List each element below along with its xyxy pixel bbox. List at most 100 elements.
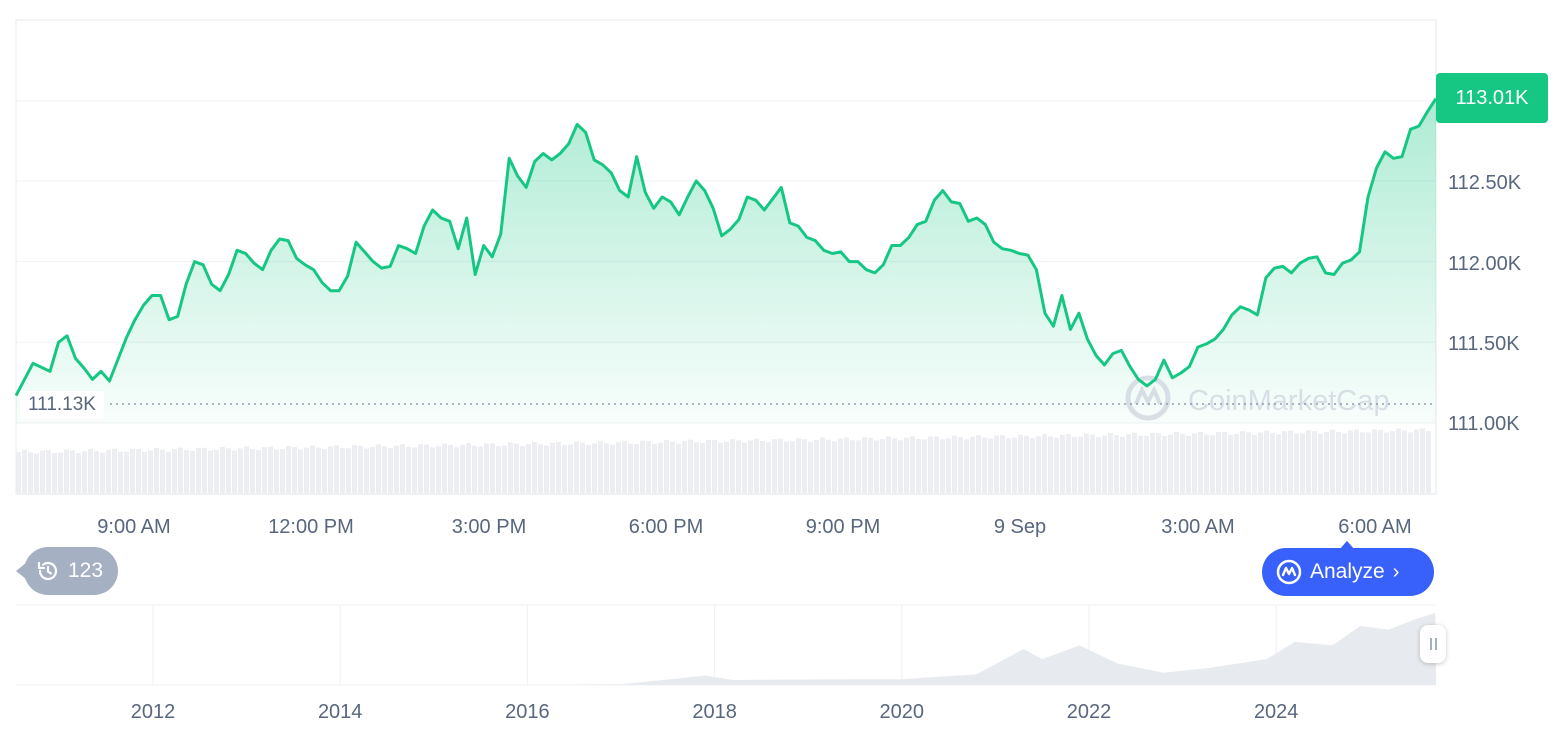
analyze-label: Analyze (1310, 560, 1385, 583)
volume-bar (154, 447, 159, 494)
volume-bar (670, 441, 675, 494)
volume-bar (1144, 435, 1149, 494)
volume-bar (406, 446, 411, 494)
volume-bar (1138, 435, 1143, 494)
volume-bar (1018, 434, 1023, 494)
volume-bar (1024, 435, 1029, 494)
volume-bar (1216, 432, 1221, 494)
volume-bar (934, 436, 939, 494)
volume-bar (340, 448, 345, 494)
volume-bar (1042, 434, 1047, 494)
history-count: 123 (68, 559, 104, 582)
volume-bar (766, 442, 771, 494)
volume-bar (1096, 437, 1101, 494)
volume-bar (1162, 435, 1167, 494)
volume-bar (1222, 431, 1227, 494)
volume-bar (46, 449, 51, 494)
volume-bar (1408, 432, 1413, 494)
volume-bar (94, 451, 99, 494)
volume-bar (1282, 431, 1287, 494)
volume-bar (736, 440, 741, 494)
volume-bar (268, 446, 273, 494)
volume-bar (88, 448, 93, 494)
volume-bar (760, 441, 765, 494)
volume-bar (1066, 434, 1071, 494)
volume-bar (964, 439, 969, 494)
volume-bar (430, 447, 435, 494)
volume-bar (1156, 433, 1161, 494)
volume-bar (832, 441, 837, 494)
volume-bar (1120, 436, 1125, 494)
price-area-fill (16, 98, 1436, 423)
volume-bar (664, 439, 669, 494)
volume-bar (328, 446, 333, 494)
handle-grip-right (1434, 638, 1437, 650)
volume-bar (952, 435, 957, 494)
volume-bar (22, 449, 27, 494)
volume-bar (850, 440, 855, 494)
volume-bar (592, 443, 597, 494)
volume-bar (892, 438, 897, 494)
volume-bar (400, 444, 405, 494)
range-slider-handle[interactable] (1420, 625, 1446, 663)
x-tick-label: 9:00 AM (97, 516, 170, 538)
volume-bar (1426, 431, 1431, 494)
volume-bar (1294, 433, 1299, 494)
x-tick-label: 9 Sep (994, 516, 1046, 538)
volume-bar (514, 443, 519, 494)
history-badge[interactable]: 123 (16, 547, 118, 595)
volume-bar (208, 450, 213, 494)
volume-bar (820, 437, 825, 494)
volume-bar (940, 439, 945, 494)
volume-bar (628, 443, 633, 494)
analyze-button[interactable]: Analyze › (1262, 541, 1434, 596)
volume-bar (256, 450, 261, 494)
volume-bar (610, 444, 615, 494)
volume-bar (70, 450, 75, 494)
volume-bar (352, 445, 357, 494)
volume-bar (556, 441, 561, 494)
volume-bar (1060, 434, 1065, 494)
volume-bar (1078, 436, 1083, 494)
volume-bar (166, 451, 171, 494)
volume-bar (1348, 430, 1353, 494)
volume-bar (922, 439, 927, 494)
volume-bar (334, 445, 339, 494)
volume-bar (394, 445, 399, 494)
volume-bar (544, 445, 549, 494)
volume-bar (418, 444, 423, 494)
volume-bar (1246, 432, 1251, 494)
volume-bar (1000, 435, 1005, 494)
volume-bar (946, 438, 951, 494)
volume-bar (388, 448, 393, 494)
volume-bar (1354, 429, 1359, 494)
volume-bar (142, 451, 147, 494)
volume-bar (1360, 432, 1365, 494)
volume-bar (1006, 438, 1011, 494)
volume-bar (910, 436, 915, 494)
volume-bar (28, 452, 33, 494)
volume-bar (1252, 434, 1257, 494)
volume-bar (958, 437, 963, 494)
volume-bar (358, 445, 363, 494)
volume-bar (622, 440, 627, 494)
volume-bar (250, 449, 255, 494)
volume-bar (286, 446, 291, 494)
volume-bar (844, 437, 849, 494)
volume-bar (1174, 432, 1179, 494)
volume-bar (838, 438, 843, 494)
volume-bar (1168, 434, 1173, 494)
volume-bar (1084, 433, 1089, 494)
volume-bar (1306, 430, 1311, 494)
volume-bar (484, 443, 489, 494)
volume-bar (40, 450, 45, 494)
volume-bar (184, 450, 189, 494)
volume-bar (988, 438, 993, 494)
volume-bar (880, 439, 885, 494)
volume-bar (904, 437, 909, 494)
y-tick-label: 112.50K (1448, 172, 1522, 194)
volume-bar (802, 439, 807, 494)
volume-bar (76, 452, 81, 494)
volume-bar (1150, 432, 1155, 494)
